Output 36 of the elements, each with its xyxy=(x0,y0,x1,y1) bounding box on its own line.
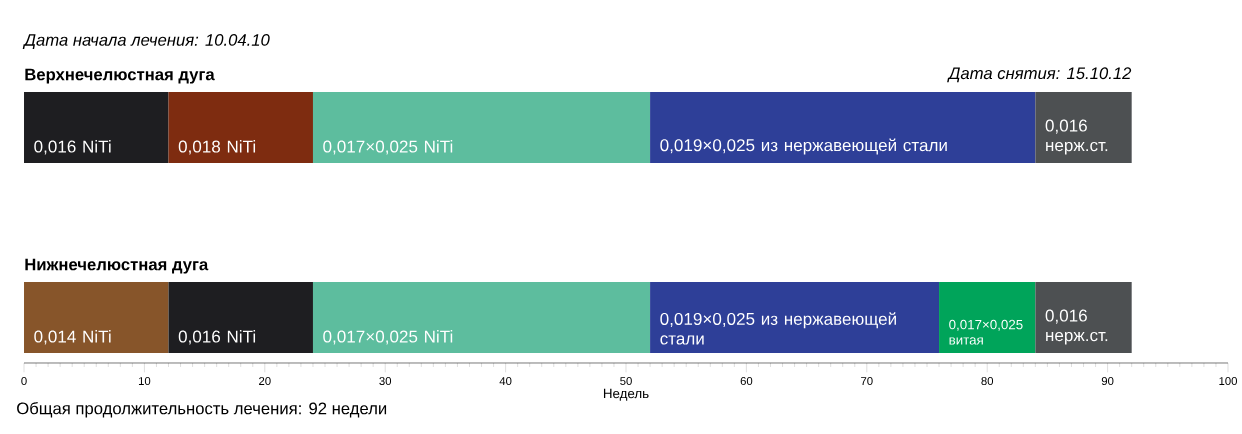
annotation: 0,019×0,025 из нержавеющей стали xyxy=(660,312,896,345)
x-tick-label: 10 xyxy=(138,377,151,386)
annotation: 0,018 NiTi xyxy=(178,140,256,155)
bar xyxy=(939,281,1036,353)
annotation: 0,016 NiTi xyxy=(34,140,111,155)
bar xyxy=(312,91,651,163)
x-tick-label: 60 xyxy=(740,377,753,386)
annotation: Дата снятия: 15.10.12 xyxy=(947,67,1132,83)
annotation: 0,019×0,025 из нержавеющей стали xyxy=(660,138,947,155)
x-axis-title: Недель xyxy=(603,388,649,401)
x-tick-label: 90 xyxy=(1101,377,1114,386)
text: Дата начала лечения: 10.04.10 xyxy=(22,34,270,49)
x-tick-label: 20 xyxy=(259,377,271,386)
annotation: 0,017×0,025 NiTi xyxy=(323,140,453,155)
y-tick-label: Верхнечелюстная дуга xyxy=(25,68,215,84)
annotation: 0,016 нерж.ст. xyxy=(1045,119,1108,155)
x-tick-label: 40 xyxy=(499,377,512,386)
annotation: 0,016 NiTi xyxy=(178,330,256,345)
bar xyxy=(1035,281,1132,353)
annotation: Общая продолжительность лечения: 92 недели xyxy=(17,401,387,418)
bar xyxy=(650,281,940,353)
bar xyxy=(168,91,313,163)
bar xyxy=(24,281,169,353)
x-tick-label: 30 xyxy=(379,377,392,386)
x-tick-label: 70 xyxy=(861,377,873,386)
x-tick-label: 80 xyxy=(981,377,994,386)
bar xyxy=(312,281,651,353)
annotation: 0,017×0,025 витая xyxy=(949,319,1023,345)
x-tick-label: 0 xyxy=(21,377,27,386)
annotation: 0,014 NiTi xyxy=(34,330,111,345)
annotation: 0,017×0,025 NiTi xyxy=(323,330,453,345)
x-tick-label: 50 xyxy=(620,377,632,386)
y-tick-label: Нижнечелюстная дуга xyxy=(25,258,209,274)
x-tick-label: 100 xyxy=(1219,377,1237,386)
bar xyxy=(650,91,1036,163)
annotation: 0,016 нерж.ст. xyxy=(1045,309,1108,345)
